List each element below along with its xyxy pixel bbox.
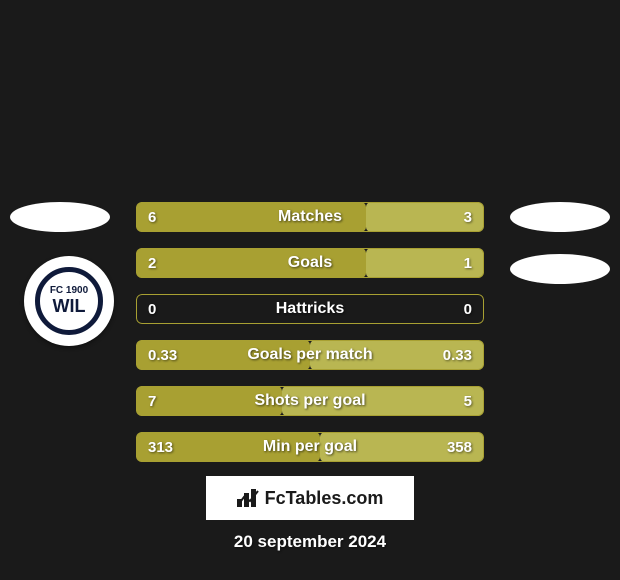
date-label: 20 september 2024: [0, 532, 620, 552]
value-right: 0.33: [443, 340, 472, 370]
bar-right: [282, 386, 484, 416]
comparison-chart: 63Matches21Goals00Hattricks0.330.33Goals…: [136, 202, 484, 478]
placeholder-ellipse-left: [10, 202, 110, 232]
bars-icon: [237, 489, 259, 507]
stat-row: 313358Min per goal: [136, 432, 484, 462]
club-logo: FC 1900 WIL: [24, 256, 114, 346]
value-right: 0: [464, 294, 472, 324]
stat-row: 75Shots per goal: [136, 386, 484, 416]
value-left: 0.33: [148, 340, 177, 370]
bar-left: [136, 386, 282, 416]
stat-row: 0.330.33Goals per match: [136, 340, 484, 370]
metric-label: Hattricks: [136, 294, 484, 324]
value-right: 3: [464, 202, 472, 232]
value-left: 2: [148, 248, 156, 278]
bar-left: [136, 248, 366, 278]
value-right: 5: [464, 386, 472, 416]
value-left: 6: [148, 202, 156, 232]
stat-row: 21Goals: [136, 248, 484, 278]
value-left: 7: [148, 386, 156, 416]
branding-badge: FcTables.com: [206, 476, 414, 520]
value-left: 313: [148, 432, 173, 462]
club-logo-inner: FC 1900 WIL: [35, 267, 103, 335]
placeholder-ellipse-right: [510, 202, 610, 232]
branding-text: FcTables.com: [265, 488, 384, 509]
bar-left: [136, 202, 366, 232]
value-right: 358: [447, 432, 472, 462]
row-border: [136, 294, 484, 324]
value-right: 1: [464, 248, 472, 278]
value-left: 0: [148, 294, 156, 324]
stat-row: 63Matches: [136, 202, 484, 232]
placeholder-ellipse-right-2: [510, 254, 610, 284]
logo-line-2: WIL: [50, 297, 88, 316]
stat-row: 0 0Hattricks: [136, 294, 484, 324]
